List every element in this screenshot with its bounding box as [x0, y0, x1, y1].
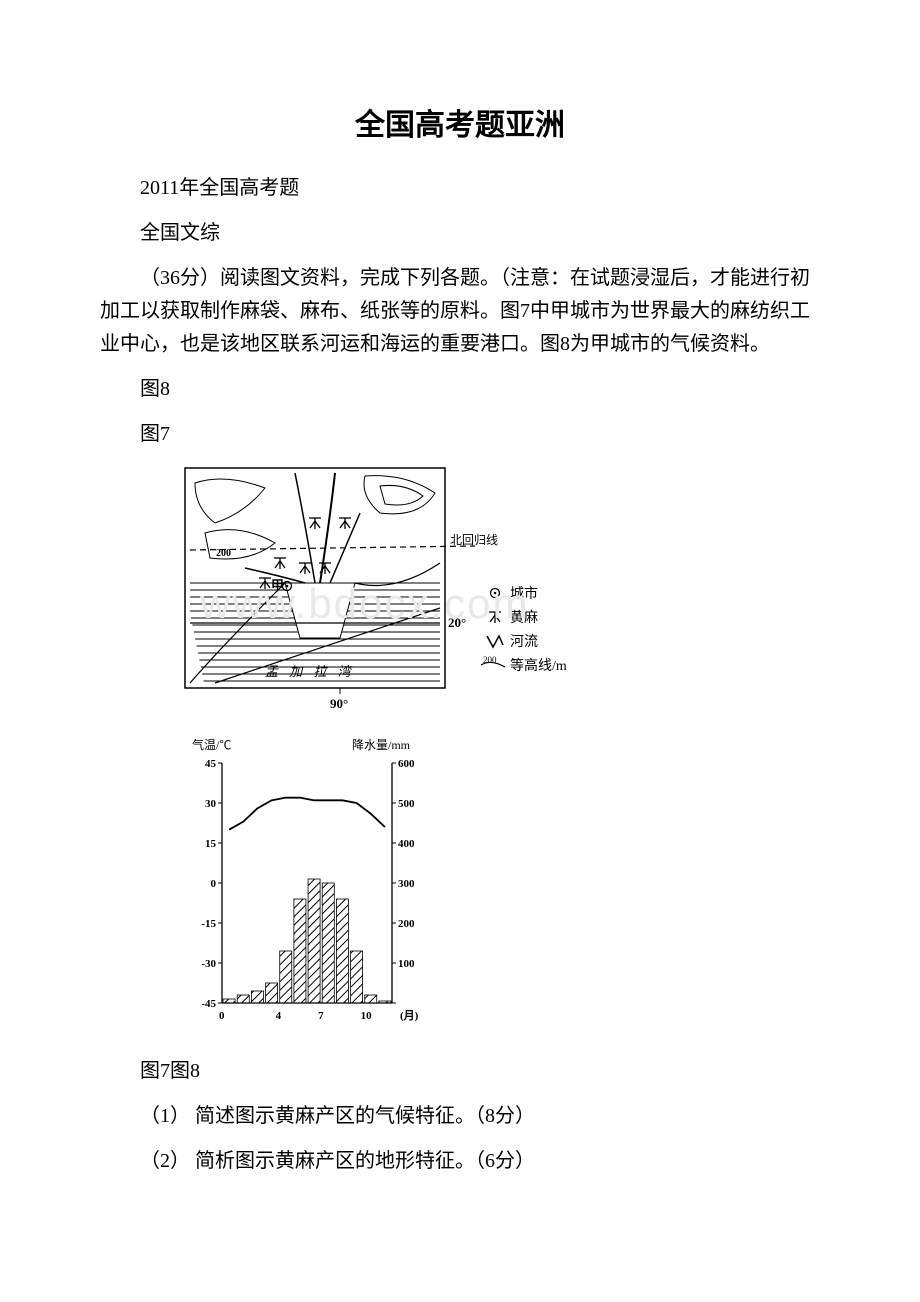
svg-text:等高线/m: 等高线/m [510, 657, 567, 674]
svg-text:-45: -45 [201, 998, 216, 1010]
svg-text:0: 0 [211, 878, 217, 890]
svg-text:降水量/mm: 降水量/mm [352, 738, 411, 752]
svg-text:400: 400 [398, 838, 415, 850]
svg-text:100: 100 [398, 958, 415, 970]
svg-text:黄麻: 黄麻 [510, 609, 538, 626]
question-1: （1） 简述图示黄麻产区的气候特征。（8分） [100, 1100, 820, 1133]
svg-text:45: 45 [205, 758, 217, 770]
svg-text:200: 200 [398, 918, 415, 930]
svg-text:30: 30 [205, 798, 217, 810]
svg-text:0: 0 [219, 1010, 225, 1022]
svg-text:河流: 河流 [510, 634, 538, 650]
svg-text:甲: 甲 [271, 578, 284, 593]
svg-text:气温/℃: 气温/℃ [192, 737, 231, 752]
svg-text:城市: 城市 [510, 585, 538, 602]
fig-caption-row: 图7图8 [100, 1055, 820, 1088]
fig7-label-top: 图7 [100, 418, 820, 451]
svg-text:90°: 90° [330, 696, 348, 711]
svg-text:10: 10 [361, 1010, 373, 1022]
question-stem: （36分）阅读图文资料，完成下列各题。（注意：在试题浸湿后，才能进行初加工以获取… [100, 262, 820, 361]
svg-text:北回归线: 北回归线 [450, 533, 498, 547]
svg-text:15: 15 [205, 838, 217, 850]
figure-8-climate: 气温/℃降水量/mm-45-30-15015304510020030040050… [180, 733, 820, 1043]
svg-text:600: 600 [398, 758, 415, 770]
svg-text:孟 加 拉 湾: 孟 加 拉 湾 [265, 664, 355, 679]
svg-text:500: 500 [398, 798, 415, 810]
fig8-label-top: 图8 [100, 373, 820, 406]
svg-text:4: 4 [276, 1010, 282, 1022]
doc-title: 全国高考题亚洲 [100, 100, 820, 144]
svg-text:-15: -15 [201, 918, 216, 930]
question-2: （2） 简析图示黄麻产区的地形特征。（6分） [100, 1145, 820, 1178]
svg-text:200: 200 [483, 655, 497, 665]
svg-text:300: 300 [398, 878, 415, 890]
line-subject: 全国文综 [100, 217, 820, 250]
figure-7-map: 200北回归线甲20°孟 加 拉 湾90°城市黄麻河流200等高线/m [180, 463, 820, 723]
svg-text:7: 7 [318, 1010, 324, 1022]
svg-text:(月): (月) [400, 1009, 419, 1022]
line-year: 2011年全国高考题 [100, 172, 820, 205]
svg-text:20°: 20° [448, 615, 466, 630]
svg-text:-30: -30 [201, 958, 216, 970]
